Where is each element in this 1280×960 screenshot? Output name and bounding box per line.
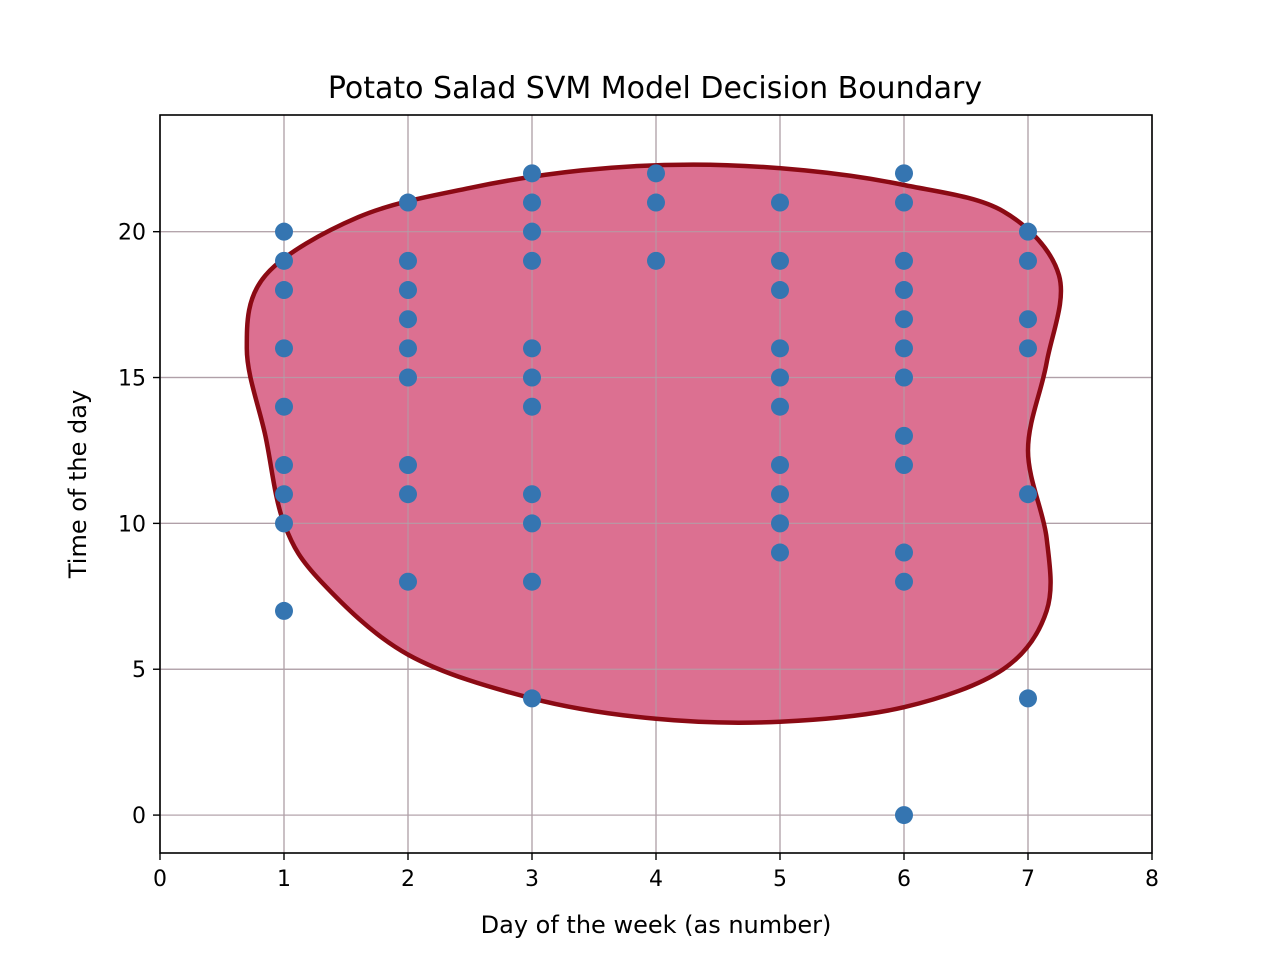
x-tick-label: 3	[525, 867, 539, 892]
data-point	[275, 456, 293, 475]
data-point	[399, 368, 417, 387]
data-point	[399, 572, 417, 591]
x-tick-label: 6	[897, 867, 911, 892]
ticks-layer: 0 1 2 3 4 5 6 7 8 0 5 10 15 20	[118, 221, 1159, 892]
data-point	[523, 397, 541, 416]
data-point	[771, 339, 789, 358]
x-tick-label: 8	[1145, 867, 1159, 892]
data-point	[275, 397, 293, 416]
x-tick-label: 1	[277, 867, 291, 892]
data-point	[1019, 222, 1037, 241]
data-point	[399, 310, 417, 329]
data-point	[523, 485, 541, 504]
data-point	[399, 485, 417, 504]
data-point	[771, 456, 789, 475]
decision-region-fill	[246, 164, 1061, 723]
points-layer	[275, 164, 1037, 825]
data-point	[771, 397, 789, 416]
data-point	[895, 543, 913, 562]
data-point	[895, 426, 913, 445]
data-point	[895, 310, 913, 329]
x-tick-label: 4	[649, 867, 663, 892]
data-point	[399, 456, 417, 475]
data-point	[523, 689, 541, 708]
data-point	[523, 222, 541, 241]
data-point	[275, 601, 293, 620]
data-point	[1019, 689, 1037, 708]
data-point	[1019, 485, 1037, 504]
x-axis-label: Day of the week (as number)	[481, 911, 832, 939]
data-point	[895, 251, 913, 270]
data-point	[399, 281, 417, 300]
data-point	[523, 368, 541, 387]
data-point	[523, 193, 541, 212]
data-point	[771, 485, 789, 504]
data-point	[771, 368, 789, 387]
data-point	[771, 514, 789, 533]
data-point	[647, 164, 665, 183]
x-tick-label: 7	[1021, 867, 1035, 892]
y-tick-label: 10	[118, 512, 146, 537]
data-point	[647, 193, 665, 212]
data-point	[275, 222, 293, 241]
data-point	[895, 339, 913, 358]
data-point	[1019, 251, 1037, 270]
data-point	[771, 251, 789, 270]
data-point	[275, 281, 293, 300]
data-point	[771, 193, 789, 212]
data-point	[895, 281, 913, 300]
data-point	[523, 251, 541, 270]
chart-title: Potato Salad SVM Model Decision Boundary	[328, 71, 982, 106]
y-tick-label: 15	[118, 367, 146, 392]
data-point	[1019, 339, 1037, 358]
x-tick-label: 0	[153, 867, 167, 892]
data-point	[523, 572, 541, 591]
data-point	[275, 514, 293, 533]
data-point	[895, 572, 913, 591]
data-point	[895, 456, 913, 475]
x-tick-label: 2	[401, 867, 415, 892]
data-point	[523, 514, 541, 533]
data-point	[1019, 310, 1037, 329]
x-tick-label: 5	[773, 867, 787, 892]
data-point	[275, 485, 293, 504]
data-point	[275, 251, 293, 270]
y-tick-label: 5	[132, 658, 146, 683]
data-point	[895, 368, 913, 387]
y-axis-label: Time of the day	[64, 390, 92, 579]
data-point	[275, 339, 293, 358]
data-point	[895, 806, 913, 825]
data-point	[771, 543, 789, 562]
data-point	[895, 164, 913, 183]
data-point	[399, 339, 417, 358]
data-point	[523, 164, 541, 183]
data-point	[399, 251, 417, 270]
data-point	[895, 193, 913, 212]
y-tick-label: 0	[132, 804, 146, 829]
data-point	[523, 339, 541, 358]
data-point	[647, 251, 665, 270]
data-point	[399, 193, 417, 212]
data-point	[771, 281, 789, 300]
y-tick-label: 20	[118, 221, 146, 246]
